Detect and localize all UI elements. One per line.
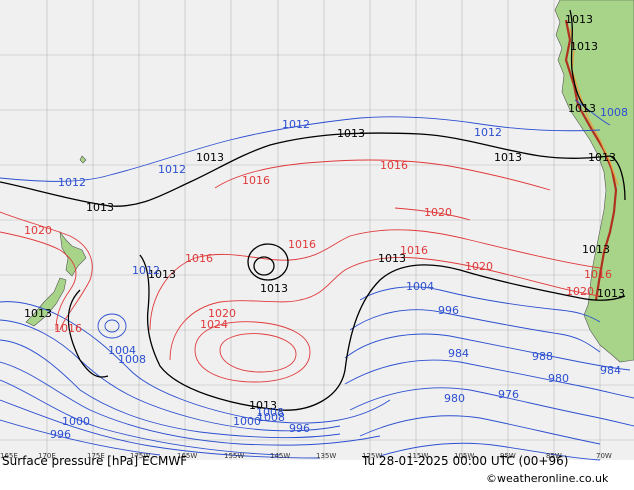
isobar-label: 1000 (233, 415, 261, 428)
lon-tick-label: 85W (546, 452, 562, 460)
isobar-label: 996 (289, 422, 310, 435)
isobar-label: 1013 (582, 243, 610, 256)
lon-tick-label: 170E (38, 452, 56, 460)
isobar-label: 984 (600, 364, 621, 377)
longitude-axis: 165E 170E 175E 175W 165W 155W 145W 135W … (0, 452, 612, 460)
isobar-label: 1016 (380, 159, 408, 172)
isobar-label: 1013 (148, 268, 176, 281)
isobars-low (0, 99, 634, 461)
lon-tick-label: 135W (316, 452, 336, 460)
isobar-label: 1008 (257, 411, 285, 424)
isobar-label: 1013 (597, 287, 625, 300)
credit-link[interactable]: ©weatheronline.co.uk (486, 472, 609, 485)
isobar-label: 996 (438, 304, 459, 317)
isobar-label: 1020 (465, 260, 493, 273)
isobar-label: 1004 (406, 280, 434, 293)
isobar-label: 1013 (568, 102, 596, 115)
isobar-label: 1008 (256, 406, 284, 419)
isobar-label: 1024 (200, 318, 228, 331)
isobar-label: 1012 (132, 264, 160, 277)
lon-tick-label: 165W (177, 452, 197, 460)
small-island-land (79, 155, 87, 164)
isobar-label: 1012 (474, 126, 502, 139)
isobar-label: 1008 (600, 106, 628, 119)
isobar-label: 1012 (58, 176, 86, 189)
isobar-label: 1016 (185, 252, 213, 265)
isobar-label: 1013 (588, 151, 616, 164)
isobar-label: 1013 (337, 127, 365, 140)
lon-tick-label: 175E (87, 452, 105, 460)
ocean-background (0, 0, 634, 460)
isobar-label: 1020 (24, 224, 52, 237)
isobar-label: 980 (444, 392, 465, 405)
isobar-label: 1020 (566, 285, 594, 298)
isobar-label: 996 (50, 428, 71, 441)
valid-time: Tu 28-01-2025 00:00 UTC (00+96) (362, 454, 569, 468)
labels-1013: 1013 1013 1013 1013 1013 1013 1013 1013 … (24, 13, 625, 412)
lon-tick-label: 125W (362, 452, 382, 460)
lon-tick-label: 70W (596, 452, 612, 460)
lon-tick-label: 95W (500, 452, 516, 460)
lon-tick-label: 175W (130, 452, 150, 460)
isobar-label: 1020 (424, 206, 452, 219)
isobar-label: 1013 (494, 151, 522, 164)
isobar-label: 1013 (260, 282, 288, 295)
isobar-label: 1016 (288, 238, 316, 251)
new-zealand-south-land (25, 277, 67, 327)
isobar-label: 980 (548, 372, 569, 385)
isobar-label: 1000 (62, 415, 90, 428)
isobar-label: 1013 (196, 151, 224, 164)
isobar-label: 984 (448, 347, 469, 360)
isobar-label: 1013 (24, 307, 52, 320)
isobar-label: 976 (498, 388, 519, 401)
map-title: Surface pressure [hPa] ECMWF (2, 454, 188, 468)
isobar-label: 1013 (565, 13, 593, 26)
isobar-label: 1013 (570, 40, 598, 53)
lon-tick-label: 165E (0, 452, 18, 460)
isobar-label: 1012 (158, 163, 186, 176)
lon-tick-label: 145W (270, 452, 290, 460)
isobar-label: 1016 (400, 244, 428, 257)
labels-high: 1016 1016 1016 1016 1020 1020 1020 1020 … (24, 159, 612, 335)
isobars-1013 (0, 9, 626, 411)
isobar-label: 1013 (86, 201, 114, 214)
isobar-label: 1020 (208, 307, 236, 320)
isobar-label: 1016 (54, 322, 82, 335)
isobar-label: 988 (532, 350, 553, 363)
isobar-label: 1008 (118, 353, 146, 366)
graticule-grid (0, 0, 634, 460)
isobar-label: 1016 (242, 174, 270, 187)
lon-tick-label: 105W (454, 452, 474, 460)
lon-tick-label: 115W (408, 452, 428, 460)
isobar-label: 1004 (108, 344, 136, 357)
lon-tick-label: 155W (224, 452, 244, 460)
isobar-label: 1013 (249, 399, 277, 412)
isobar-label: 1013 (378, 252, 406, 265)
labels-low: 1012 1012 1012 1012 1008 1004 1008 1004 … (50, 106, 628, 441)
andes-relief (564, 19, 618, 301)
isobar-label: 1016 (584, 268, 612, 281)
isobars-high (0, 159, 601, 383)
isobar-label: 1012 (282, 118, 310, 131)
